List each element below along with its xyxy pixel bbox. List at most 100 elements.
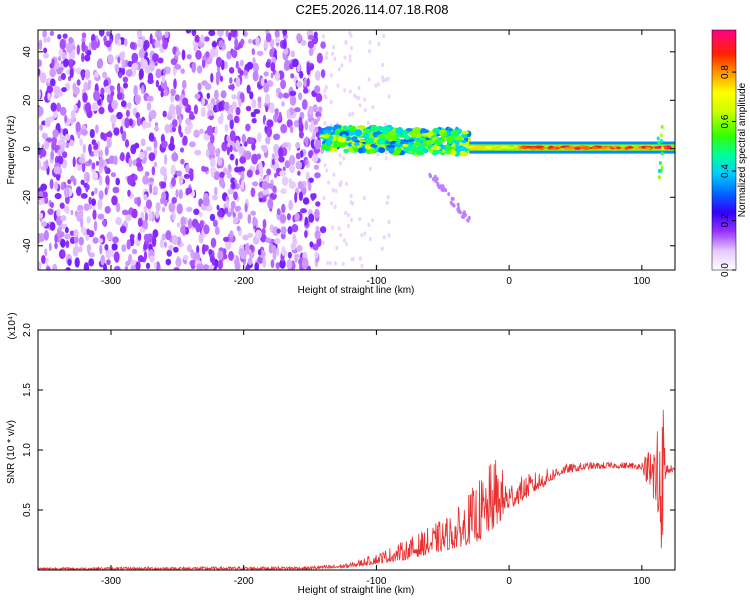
spectrogram-signal-blob <box>324 126 334 131</box>
colorbar: 0.0 0.2 0.4 0.6 0.8 Normalized spectral ampl… <box>711 29 748 277</box>
spectrogram-noise-blob <box>314 230 321 240</box>
spectrogram-noise-blob <box>329 261 332 266</box>
spectrogram-noise-blob <box>60 73 66 80</box>
spectrogram-noise-blob <box>266 119 274 128</box>
spectrogram-noise-blob <box>195 50 202 60</box>
spectrogram-noise-blob <box>278 146 284 158</box>
spectrogram-noise-blob <box>171 234 178 245</box>
spectrogram-noise-blob <box>349 45 353 51</box>
spectrogram-noise-blob <box>214 226 220 236</box>
spectrogram-noise-blob <box>229 230 234 238</box>
spectrogram-noise-blob <box>218 40 224 48</box>
spectrogram-noise-blob <box>214 126 218 135</box>
x-tick-label: -100 <box>366 276 386 287</box>
spectrogram-noise-blob <box>93 220 98 232</box>
spectrogram-noise-blob <box>237 211 243 220</box>
spectrogram-spike-blob <box>659 139 663 143</box>
spectrogram-noise-blob <box>245 264 250 270</box>
spectrogram-band-blob <box>564 146 574 150</box>
spectrogram-noise-blob <box>320 69 326 79</box>
spectrogram-noise-blob <box>149 255 155 263</box>
spectrogram-noise-blob <box>204 36 210 42</box>
spectrogram-noise-blob <box>52 129 59 138</box>
spectrogram-noise-blob <box>79 137 83 147</box>
spectrogram-noise-blob <box>348 54 352 59</box>
spectrogram-noise-blob <box>325 168 329 173</box>
spectrogram-noise-blob <box>68 75 72 82</box>
spectrogram-signal-blob <box>404 134 410 140</box>
spectrogram-signal-blob <box>319 134 330 138</box>
spectrogram-noise-blob <box>230 30 237 38</box>
spectrogram-noise-blob <box>72 156 76 168</box>
spectrogram-noise-blob <box>368 48 371 54</box>
spectrogram-noise-blob <box>302 257 309 269</box>
spectrogram-noise-blob <box>98 106 105 115</box>
spectrogram-noise-blob <box>381 75 384 80</box>
spectrogram-noise-blob <box>273 143 280 154</box>
spectrogram-noise-blob <box>246 61 254 70</box>
spectrogram-signal-blob <box>354 129 363 137</box>
spectrogram-noise-blob <box>155 202 161 212</box>
spectrogram-noise-blob <box>384 156 388 161</box>
spectrogram-noise-blob <box>134 94 141 105</box>
spectrogram-noise-blob <box>214 186 218 196</box>
spectrogram-noise-blob <box>103 79 109 88</box>
spectrogram-noise-blob <box>106 138 112 149</box>
spectrogram-noise-blob <box>207 102 214 112</box>
spectrogram-noise-blob <box>344 39 348 45</box>
spectrogram-noise-blob <box>152 185 158 194</box>
spectrogram-noise-blob <box>172 119 178 128</box>
y-tick-label: 40 <box>22 46 33 58</box>
spectrogram-noise-blob <box>269 48 274 58</box>
spectrogram-noise-blob <box>219 176 225 188</box>
spectrogram-noise-blob <box>38 199 44 206</box>
spectrogram-noise-blob <box>286 259 293 270</box>
spectrogram-noise-blob <box>255 169 260 176</box>
spectrogram-noise-blob <box>355 95 359 100</box>
spectrogram-noise-blob <box>111 243 118 251</box>
spectrogram-noise-blob <box>179 132 184 138</box>
spectrogram-noise-blob <box>113 127 120 136</box>
spectrogram-noise-blob <box>234 37 239 49</box>
spectrogram-signal-blob <box>407 141 415 145</box>
spectrogram-noise-blob <box>120 125 124 135</box>
spectrogram-noise-blob <box>188 114 196 120</box>
spectrogram-noise-blob <box>176 106 182 117</box>
spectrogram-noise-blob <box>152 229 159 239</box>
spectrogram-noise-blob <box>329 99 333 105</box>
spectrogram-noise-blob <box>130 259 137 266</box>
spectrogram-noise-blob <box>168 110 172 117</box>
spectrogram-noise-blob <box>290 50 295 58</box>
spectrogram-noise-blob <box>348 58 352 63</box>
spectrogram-noise-blob <box>387 94 391 99</box>
spectrogram-signal-blob <box>387 144 396 149</box>
spectrogram-noise-blob <box>60 182 65 191</box>
spectrogram-noise-blob <box>281 176 289 186</box>
spectrogram-noise-blob <box>209 157 216 168</box>
spectrogram-band-blob <box>581 146 591 150</box>
spectrogram-band-blob <box>605 146 610 150</box>
spectrogram-noise-blob <box>53 166 61 175</box>
spectrogram-noise-blob <box>92 171 99 181</box>
spectrogram-noise-blob <box>333 56 337 61</box>
spectrogram-noise-blob <box>106 259 111 266</box>
spectrogram-branch-blob <box>450 196 454 201</box>
spectrogram-noise-blob <box>54 193 62 200</box>
spectrogram-noise-blob <box>249 91 254 100</box>
spectrogram-noise-blob <box>287 226 293 235</box>
spectrogram-noise-blob <box>121 67 126 76</box>
spectrogram-noise-blob <box>99 244 103 255</box>
spectrogram-noise-blob <box>217 210 223 218</box>
spectrogram-noise-blob <box>100 254 106 266</box>
spectrogram-noise-blob <box>246 84 251 94</box>
spectrogram-noise-blob <box>252 217 258 226</box>
colorbar-ticks: 0.0 0.2 0.4 0.6 0.8 <box>720 65 736 277</box>
spectrogram-noise-blob <box>110 172 116 178</box>
spectrogram-noise-blob <box>164 154 168 166</box>
spectrogram-noise-blob <box>194 149 202 156</box>
spectrogram-noise-blob <box>115 217 122 226</box>
spectrogram-noise-blob <box>314 172 321 179</box>
spectrogram-noise-blob <box>226 50 232 60</box>
spectrogram-noise-blob <box>201 244 206 255</box>
spectrogram-noise-blob <box>382 33 386 39</box>
